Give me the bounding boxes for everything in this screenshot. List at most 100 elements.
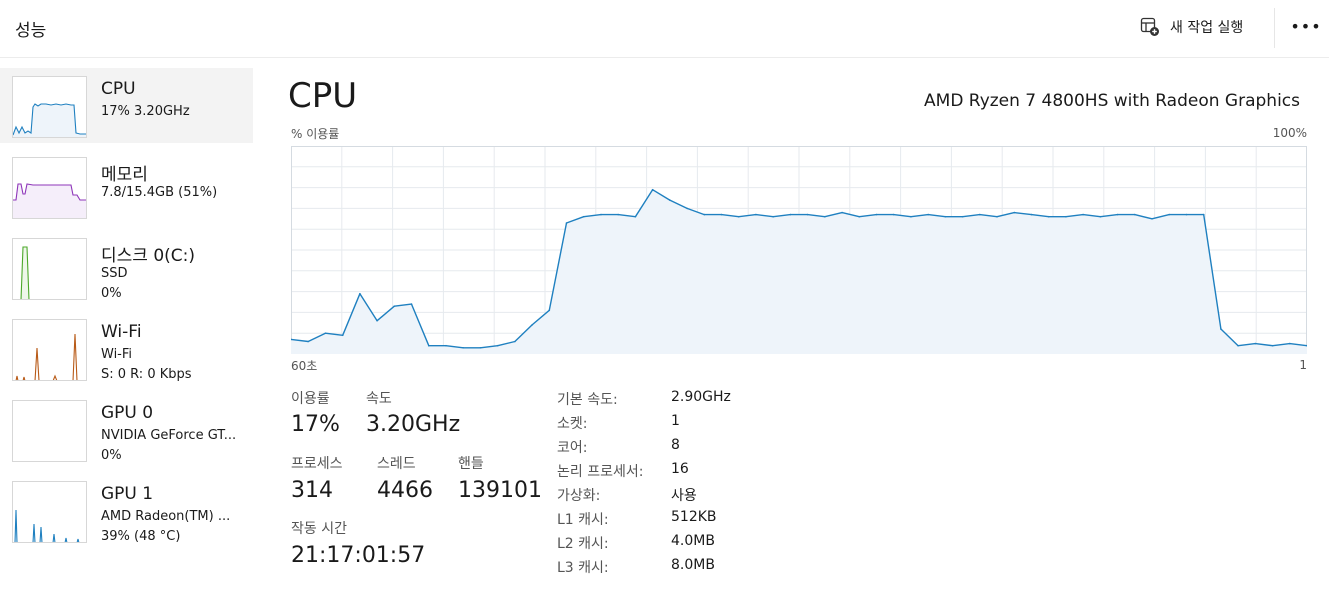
- cpu-data-point: [1134, 213, 1136, 216]
- sidebar-item-detail: SSD: [101, 266, 128, 281]
- cpu-utilization-graph: [291, 146, 1307, 354]
- cpu-data-point: [979, 213, 981, 216]
- sidebar-item-gpu1[interactable]: GPU 1 AMD Radeon(TM) ... 39% (48 °C): [0, 473, 253, 548]
- threads-value: 4466: [377, 478, 433, 503]
- cpu-data-point: [341, 334, 344, 337]
- cpu-data-point: [565, 222, 568, 224]
- cpu-data-point: [927, 213, 929, 216]
- memory-thumbnail-graph: [12, 157, 87, 219]
- cpu-data-point: [548, 309, 551, 312]
- cpu-data-point: [1047, 215, 1050, 218]
- sidebar-item-detail: 17% 3.20GHz: [101, 104, 190, 119]
- cpu-data-point: [428, 344, 430, 347]
- spec-label-base-speed: 기본 속도:: [557, 392, 618, 408]
- cpu-data-point: [651, 188, 654, 191]
- gpu0-thumbnail-graph: [12, 400, 87, 462]
- spec-value-l3-cache: 8.0MB: [671, 557, 715, 573]
- sidebar-item-disk[interactable]: 디스크 0(C:) SSD 0%: [0, 230, 253, 305]
- cpu-data-point: [531, 324, 533, 326]
- cpu-data-point: [496, 344, 499, 347]
- run-new-task-button[interactable]: 새 작업 실행: [1140, 16, 1243, 38]
- spec-value-base-speed: 2.90GHz: [671, 389, 731, 405]
- spec-value-l2-cache: 4.0MB: [671, 533, 715, 549]
- cpu-data-point: [410, 303, 413, 305]
- cpu-data-point: [824, 215, 826, 218]
- speed-value: 3.20GHz: [366, 412, 461, 437]
- toolbar-divider: [1274, 8, 1275, 48]
- cpu-data-point: [1202, 213, 1205, 216]
- cpu-data-point: [858, 215, 861, 218]
- cpu-data-point: [944, 215, 947, 218]
- cpu-data-point: [703, 213, 706, 216]
- cpu-data-point: [996, 215, 998, 218]
- threads-label: 스레드: [377, 456, 416, 472]
- graph-y-max: 100%: [1272, 126, 1307, 140]
- cpu-data-point: [1220, 328, 1222, 330]
- cpu-data-point: [875, 213, 878, 216]
- cpu-data-point: [720, 213, 723, 216]
- cpu-data-point: [393, 305, 396, 307]
- cpu-data-point: [376, 319, 378, 322]
- processes-value: 314: [291, 478, 333, 503]
- cpu-data-point: [1082, 213, 1084, 216]
- disk-thumbnail-graph: [12, 238, 87, 300]
- cpu-data-point: [1116, 213, 1119, 216]
- graph-x-axis-start: 60초: [291, 359, 318, 373]
- cpu-data-point: [1151, 218, 1153, 220]
- cpu-data-point: [1271, 344, 1274, 347]
- more-options-icon[interactable]: •••: [1290, 16, 1322, 36]
- sidebar-item-label: GPU 1: [101, 484, 154, 504]
- cpu-data-point: [324, 332, 327, 334]
- spec-value-sockets: 1: [671, 413, 680, 429]
- cpu-data-point: [789, 213, 792, 216]
- sidebar-item-gpu0[interactable]: GPU 0 NVIDIA GeForce GT... 0%: [0, 392, 253, 467]
- cpu-data-point: [806, 213, 809, 216]
- sidebar-item-cpu[interactable]: CPU 17% 3.20GHz: [0, 68, 253, 143]
- speed-label: 속도: [366, 391, 392, 407]
- cpu-area-fill: [291, 189, 1307, 354]
- uptime-value: 21:17:01:57: [291, 543, 426, 568]
- uptime-label: 작동 시간: [291, 521, 347, 537]
- spec-label-l2-cache: L2 캐시:: [557, 536, 609, 552]
- run-new-task-label: 새 작업 실행: [1170, 20, 1244, 36]
- cpu-data-point: [1013, 211, 1016, 214]
- spec-value-logical-processors: 16: [671, 461, 689, 477]
- wifi-thumbnail-graph: [12, 319, 87, 381]
- cpu-data-point: [1289, 342, 1291, 345]
- cpu-data-point: [755, 213, 757, 216]
- cpu-data-point: [1237, 344, 1239, 347]
- processes-label: 프로세스: [291, 456, 343, 472]
- cpu-data-point: [1065, 215, 1067, 218]
- spec-label-l3-cache: L3 캐시:: [557, 560, 609, 576]
- cpu-series-line: [291, 189, 1307, 349]
- cpu-data-point: [910, 215, 912, 218]
- sidebar-item-memory[interactable]: 메모리 7.8/15.4GB (51%): [0, 149, 253, 224]
- cpu-data-point: [514, 340, 516, 343]
- header-bar: 성능 새 작업 실행 •••: [0, 0, 1329, 58]
- cpu-data-point: [892, 213, 895, 216]
- sidebar-item-detail: S: 0 R: 0 Kbps: [101, 367, 192, 382]
- cpu-thumbnail-graph: [12, 76, 87, 138]
- cpu-data-point: [462, 347, 464, 349]
- graph-y-label: % 이용률: [291, 127, 340, 141]
- sidebar-item-label: CPU: [101, 79, 136, 99]
- page-title: 성능: [15, 21, 47, 41]
- cpu-data-point: [479, 347, 482, 349]
- sidebar-item-wifi[interactable]: Wi-Fi Wi-Fi S: 0 R: 0 Kbps: [0, 311, 253, 386]
- main-title: CPU: [288, 76, 358, 116]
- cpu-data-point: [1030, 213, 1033, 216]
- gpu1-thumbnail-graph: [12, 481, 87, 543]
- sidebar-item-label: 메모리: [101, 165, 148, 185]
- handles-label: 핸들: [458, 456, 484, 472]
- resource-sidebar: CPU 17% 3.20GHz 메모리 7.8/15.4GB (51%) 디스크…: [0, 68, 253, 554]
- cpu-model-name: AMD Ryzen 7 4800HS with Radeon Graphics: [924, 91, 1300, 111]
- sidebar-item-detail: 0%: [101, 448, 122, 463]
- sidebar-item-detail: 39% (48 °C): [101, 529, 181, 544]
- cpu-data-point: [445, 344, 447, 347]
- cpu-data-point: [961, 215, 964, 218]
- cpu-data-point: [634, 215, 637, 218]
- utilization-label: 이용률: [291, 391, 330, 407]
- cpu-data-points: [291, 188, 1307, 349]
- spec-label-cores: 코어:: [557, 440, 588, 456]
- cpu-data-point: [307, 340, 309, 343]
